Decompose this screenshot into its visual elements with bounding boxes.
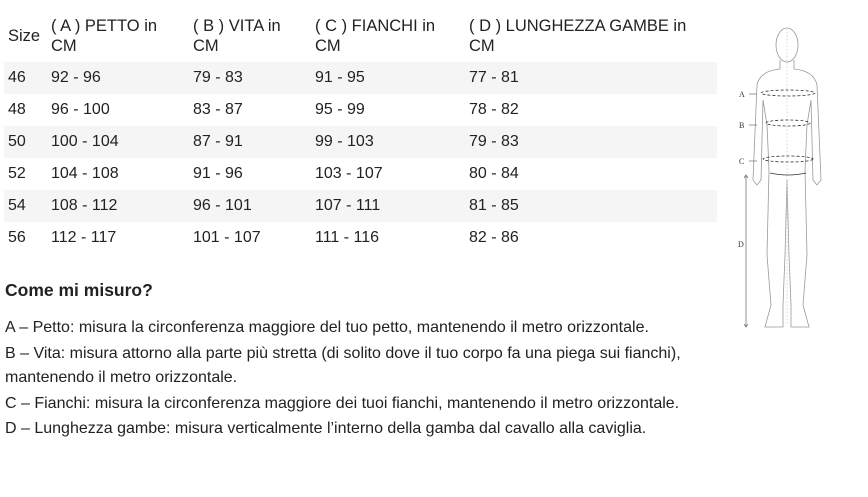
- table-header: Size ( A ) PETTO in CM ( B ) VITA in CM …: [4, 14, 717, 62]
- table-cell: 112 - 117: [51, 229, 117, 246]
- header-fianchi: ( C ) FIANCHI in CM: [315, 17, 436, 55]
- table-cell: 96 - 100: [51, 101, 110, 118]
- guide-item-b: B – Vita: misura attorno alla parte più …: [5, 344, 681, 387]
- table-cell: 91 - 96: [193, 165, 243, 182]
- table-row: 46 92 - 96 79 - 83 91 - 95 77 - 81: [4, 62, 717, 94]
- table-cell: 77 - 81: [465, 62, 717, 94]
- table-cell: 54: [4, 190, 47, 222]
- table-cell: 56: [8, 229, 26, 246]
- table-row: 50 100 - 104 87 - 91 99 - 103 79 - 83: [4, 126, 717, 158]
- table-cell: 107 - 111: [311, 190, 465, 222]
- table-cell: 81 - 85: [465, 190, 717, 222]
- label-b: B: [739, 121, 744, 130]
- label-a: A: [739, 90, 745, 99]
- guide-text: A – Petto: misura la circonferenza maggi…: [5, 316, 725, 443]
- body-measurement-figure: A B C D: [738, 27, 822, 328]
- guide-item-d: D – Lunghezza gambe: misura verticalment…: [5, 420, 647, 437]
- size-table: Size ( A ) PETTO in CM ( B ) VITA in CM …: [4, 14, 717, 254]
- table-cell: 52: [8, 165, 26, 182]
- table-cell: 80 - 84: [469, 165, 519, 182]
- table-cell: 95 - 99: [315, 101, 365, 118]
- table-cell: 82 - 86: [469, 229, 519, 246]
- table-cell: 92 - 96: [47, 62, 189, 94]
- header-size: Size: [8, 27, 41, 45]
- table-cell: 79 - 83: [189, 62, 311, 94]
- table-row: 54 108 - 112 96 - 101 107 - 111 81 - 85: [4, 190, 717, 222]
- label-d: D: [738, 240, 744, 249]
- table-cell: 83 - 87: [193, 101, 243, 118]
- table-cell: 48: [8, 101, 26, 118]
- table-cell: 50: [4, 126, 47, 158]
- guide-title: Come mi misuro?: [5, 280, 153, 300]
- table-row: 56 112 - 117 101 - 107 111 - 116 82 - 86: [4, 222, 717, 254]
- table-cell: 100 - 104: [47, 126, 189, 158]
- guide-item-c: C – Fianchi: misura la circonferenza mag…: [5, 394, 680, 412]
- table-row: 52 104 - 108 91 - 96 103 - 107 80 - 84: [4, 158, 717, 190]
- table-cell: 101 - 107: [193, 229, 261, 246]
- table-cell: 99 - 103: [311, 126, 465, 158]
- table-cell: 104 - 108: [51, 165, 119, 182]
- table-cell: 108 - 112: [47, 190, 189, 222]
- table-cell: 111 - 116: [315, 229, 380, 246]
- table-cell: 103 - 107: [315, 165, 383, 182]
- label-c: C: [739, 157, 744, 166]
- guide-item-a: A – Petto: misura la circonferenza maggi…: [5, 319, 649, 336]
- table-cell: 87 - 91: [189, 126, 311, 158]
- header-lunghezza-gambe: ( D ) LUNGHEZZA GAMBE in CM: [469, 17, 687, 55]
- table-cell: 91 - 95: [311, 62, 465, 94]
- table-row: 48 96 - 100 83 - 87 95 - 99 78 - 82: [4, 94, 717, 126]
- table-cell: 96 - 101: [189, 190, 311, 222]
- table-cell: 79 - 83: [465, 126, 717, 158]
- table-cell: 46: [4, 62, 47, 94]
- header-vita: ( B ) VITA in CM: [193, 17, 281, 55]
- table-cell: 78 - 82: [469, 101, 519, 118]
- header-petto: ( A ) PETTO in CM: [51, 17, 158, 55]
